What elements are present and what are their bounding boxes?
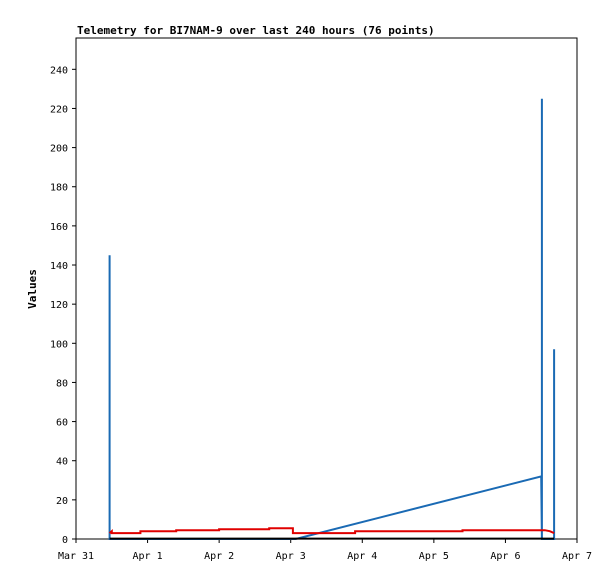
x-tick-label: Apr 6: [490, 551, 520, 562]
plot-area: [75, 37, 578, 540]
x-tick-label: Apr 4: [347, 551, 377, 562]
x-tick-label: Apr 7: [562, 551, 592, 562]
y-tick-label: 40: [56, 457, 68, 468]
series-line-1: [108, 98, 556, 540]
x-tick-label: Apr 5: [419, 551, 449, 562]
x-tick-label: Apr 1: [133, 551, 163, 562]
y-tick-label: 140: [50, 261, 68, 272]
y-tick-label: 120: [50, 300, 68, 311]
y-tick-label: 220: [50, 104, 68, 115]
y-tick-label: 180: [50, 183, 68, 194]
y-axis-label: Values: [26, 269, 39, 309]
y-tick-label: 0: [62, 535, 68, 546]
x-tick-label: Apr 2: [204, 551, 234, 562]
y-tick-label: 60: [56, 418, 68, 429]
y-tick-label: 80: [56, 378, 68, 389]
y-tick-label: 160: [50, 222, 68, 233]
series-layer: [108, 98, 556, 540]
y-tick-label: 20: [56, 496, 68, 507]
y-tick-label: 200: [50, 144, 68, 155]
y-tick-label: 240: [50, 65, 68, 76]
series-line-2: [108, 527, 555, 535]
chart-title: Telemetry for BI7NAM-9 over last 240 hou…: [77, 24, 435, 37]
y-axis: 0 20 40 60 80 100 120 140 160 180 200 220 240: [50, 65, 76, 546]
x-tick-label: Apr 3: [276, 551, 306, 562]
x-axis: Mar 31 Apr 1 Apr 2 Apr 3 Apr 4 Apr 5 Apr 6 Apr …: [58, 539, 592, 562]
y-tick-label: 100: [50, 339, 68, 350]
x-tick-label: Mar 31: [58, 551, 94, 562]
